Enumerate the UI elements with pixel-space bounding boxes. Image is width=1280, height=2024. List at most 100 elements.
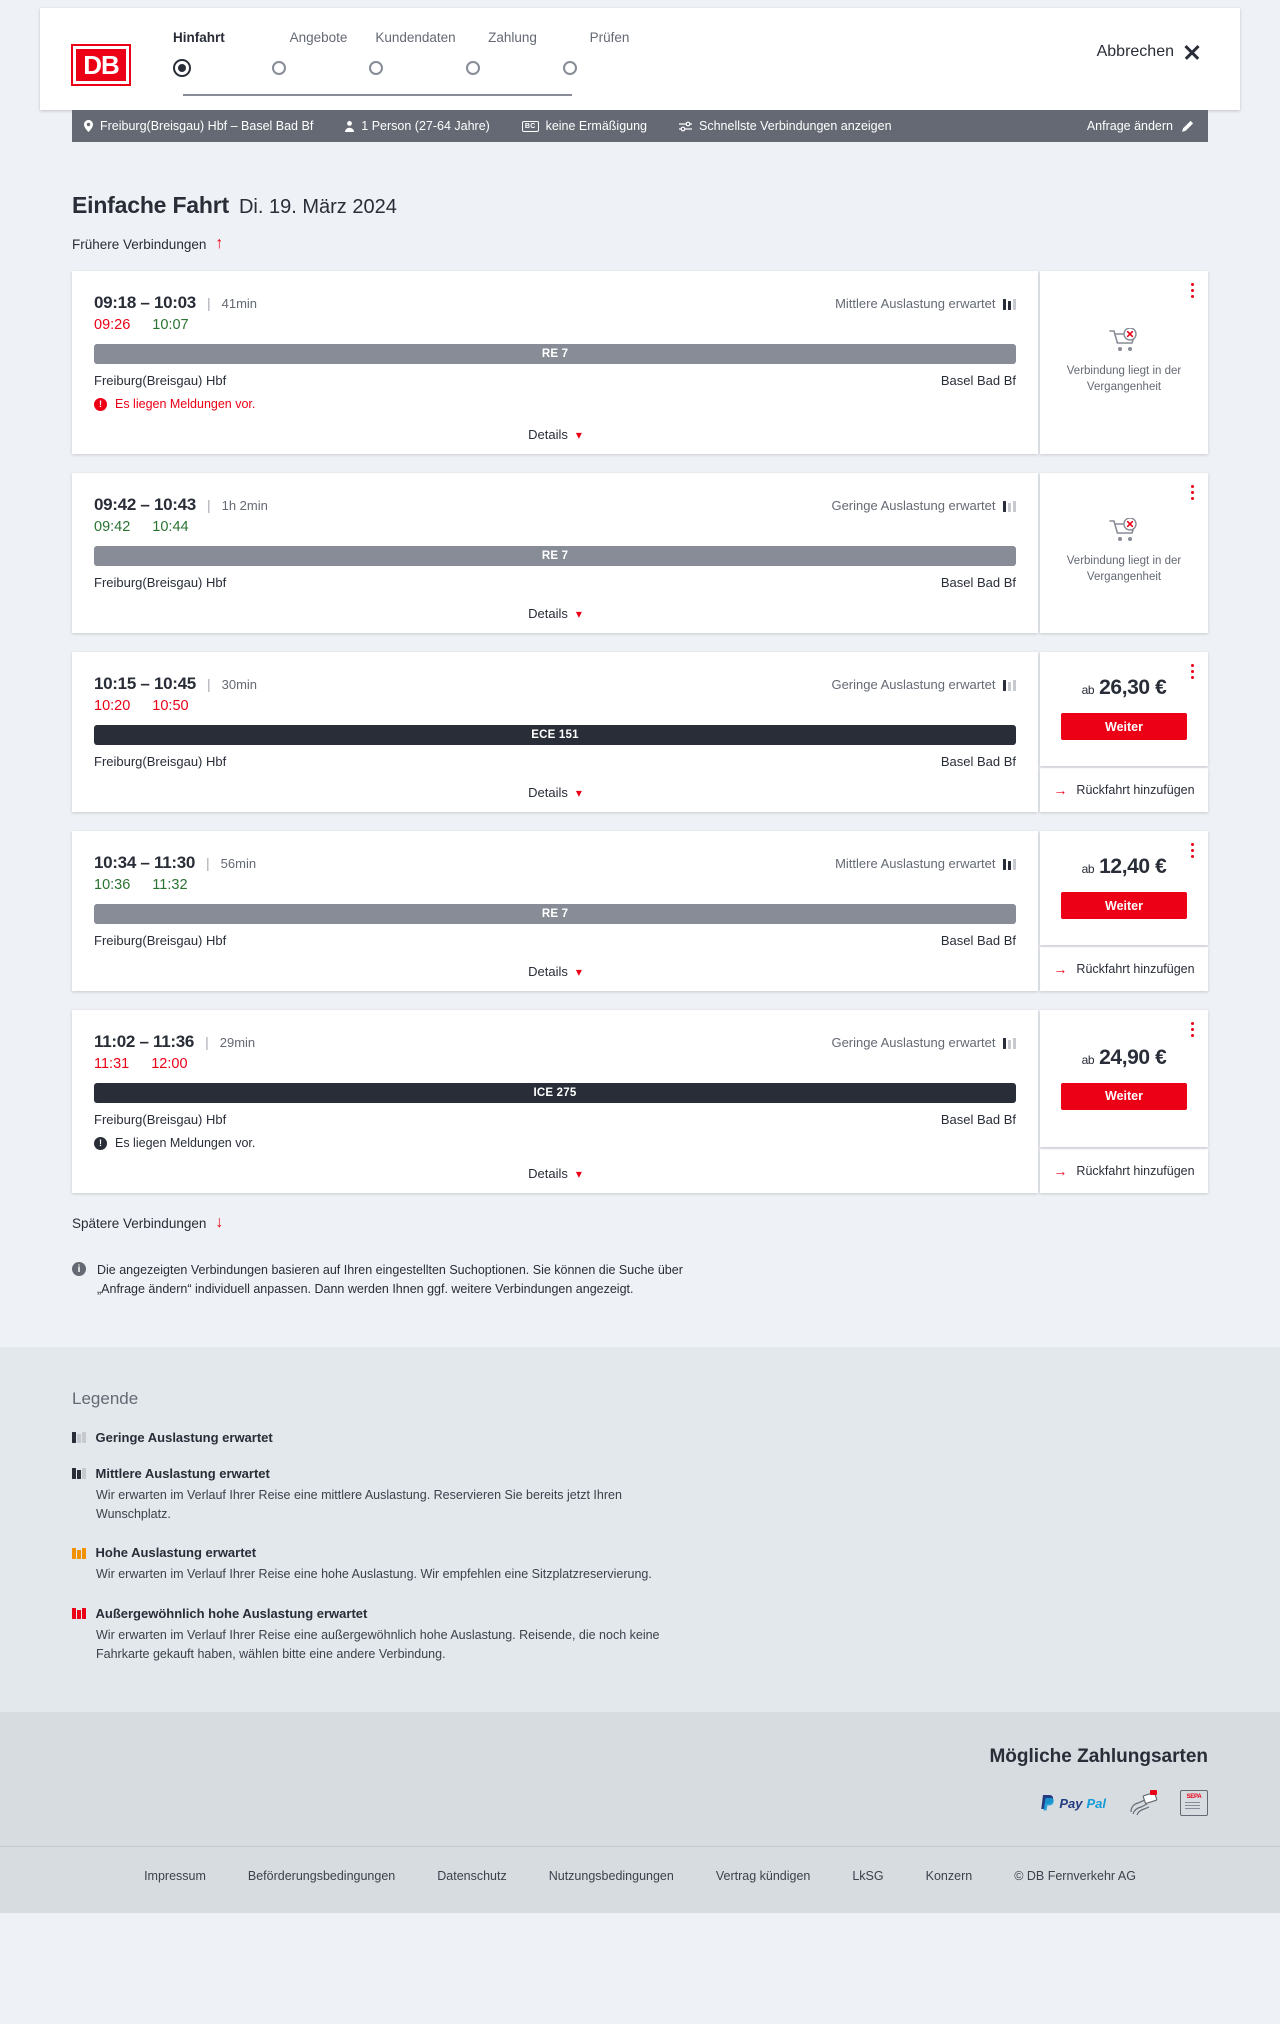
earlier-connections-button[interactable]: Frühere Verbindungen ↑ — [72, 236, 223, 252]
page-title-row: Einfache Fahrt Di. 19. März 2024 — [72, 142, 1208, 219]
details-toggle[interactable]: Details ▾ — [94, 1150, 1016, 1193]
past-connection-label: Verbindung liegt in der Vergangenheit — [1066, 364, 1182, 393]
price-panel: ab 24,90 € Weiter — [1040, 1010, 1208, 1147]
footer-link[interactable]: Vertrag kündigen — [715, 1869, 811, 1884]
time-divider: | — [206, 497, 211, 513]
stepper-dot-3[interactable] — [369, 61, 383, 75]
connection-details: 09:42 – 10:43 | 1h 2min Geringe Auslastung … — [72, 473, 1038, 633]
train-line-bar[interactable]: ICE 275 — [94, 1083, 1016, 1103]
actual-departure-time: 11:31 — [94, 1056, 130, 1072]
departure-station: Freiburg(Breisgau) Hbf — [94, 1112, 227, 1127]
station-row: Freiburg(Breisgau) Hbf Basel Bad Bf — [94, 575, 1016, 590]
more-options-button[interactable] — [1191, 485, 1194, 500]
legend-item-label: Mittlere Auslastung erwartet — [95, 1465, 270, 1481]
stepper-dot-4[interactable] — [466, 61, 480, 75]
search-sorting-label: Schnellste Verbindungen anzeigen — [699, 119, 892, 133]
step-pruefen[interactable]: Prüfen — [589, 30, 630, 45]
station-row: Freiburg(Breisgau) Hbf Basel Bad Bf — [94, 933, 1016, 948]
train-line-bar[interactable]: RE 7 — [94, 344, 1016, 364]
later-connections-button[interactable]: Spätere Verbindungen ↓ — [72, 1215, 223, 1231]
occupancy-icon — [1002, 679, 1016, 691]
add-return-trip-button[interactable]: → Rückfahrt hinzufügen — [1040, 947, 1208, 991]
more-options-button[interactable] — [1191, 843, 1194, 858]
search-discount[interactable]: BC keine Ermäßigung — [521, 119, 647, 133]
earlier-connections-label: Frühere Verbindungen — [72, 236, 207, 252]
occupancy-icon — [72, 1431, 86, 1443]
connection-details: 10:34 – 11:30 | 56min Mittlere Auslastung e… — [72, 831, 1038, 991]
creditcard-hand-icon — [1130, 1790, 1158, 1816]
price-value: 24,90 € — [1099, 1045, 1167, 1069]
departure-station: Freiburg(Breisgau) Hbf — [94, 933, 227, 948]
scheduled-time: 09:18 – 10:03 — [94, 293, 196, 312]
scheduled-time: 10:34 – 11:30 — [94, 853, 196, 872]
details-label: Details — [528, 964, 568, 979]
occupancy-label: Geringe Auslastung erwartet — [831, 677, 996, 692]
legend-item-head: Hohe Auslastung erwartet — [72, 1545, 1208, 1560]
footer-link[interactable]: Beförderungsbedingungen — [247, 1869, 396, 1884]
connection-details: 11:02 – 11:36 | 29min Geringe Auslastung er… — [72, 1010, 1038, 1193]
price-panel: ab 26,30 € Weiter — [1040, 652, 1208, 766]
train-line-label: ICE 275 — [533, 1087, 577, 1099]
step-hinfahrt[interactable]: Hinfahrt — [173, 30, 225, 45]
time-divider: | — [205, 1034, 209, 1050]
modify-search-button[interactable]: Anfrage ändern — [1087, 119, 1194, 133]
search-passengers[interactable]: 1 Person (27-64 Jahre) — [345, 119, 490, 133]
price-panel: ab 12,40 € Weiter — [1040, 831, 1208, 945]
search-route-label: Freiburg(Breisgau) Hbf – Basel Bad Bf — [100, 119, 314, 133]
paypal-icon: Pay Pal — [1040, 1794, 1106, 1812]
footer-link[interactable]: Nutzungsbedingungen — [548, 1869, 674, 1884]
more-options-button[interactable] — [1191, 664, 1194, 679]
details-toggle[interactable]: Details ▾ — [94, 411, 1016, 454]
search-route[interactable]: Freiburg(Breisgau) Hbf – Basel Bad Bf — [84, 119, 313, 133]
sepa-label: SEPA — [1186, 1794, 1202, 1801]
cancel-button[interactable]: Abbrechen — [1097, 43, 1200, 61]
search-sorting[interactable]: Schnellste Verbindungen anzeigen — [679, 119, 892, 133]
connection-card: 10:34 – 11:30 | 56min Mittlere Auslastung e… — [72, 831, 1208, 991]
location-pin-icon — [84, 120, 93, 132]
legend-item: Mittlere Auslastung erwartet Wir erwarten… — [72, 1466, 1208, 1525]
continue-button[interactable]: Weiter — [1061, 713, 1187, 740]
details-toggle[interactable]: Details ▾ — [94, 590, 1016, 633]
connection-message: ! Es liegen Meldungen vor. — [94, 397, 1016, 411]
arrival-station: Basel Bad Bf — [940, 754, 1016, 769]
chevron-down-icon: ▾ — [575, 964, 582, 979]
stepper-dot-1[interactable] — [173, 59, 191, 77]
footer-link[interactable]: Konzern — [925, 1869, 973, 1884]
footer-link[interactable]: Datenschutz — [437, 1869, 507, 1884]
paypal-text-pal: Pal — [1086, 1795, 1106, 1811]
footer-link[interactable]: Impressum — [144, 1869, 206, 1884]
train-line-bar[interactable]: RE 7 — [94, 904, 1016, 924]
scheduled-time: 11:02 – 11:36 — [94, 1032, 195, 1051]
continue-button[interactable]: Weiter — [1061, 892, 1187, 919]
connection-price: ab 24,90 € — [1082, 1046, 1167, 1070]
legend-item-description: Wir erwarten im Verlauf Ihrer Reise eine… — [96, 1627, 660, 1661]
departure-station: Freiburg(Breisgau) Hbf — [94, 575, 227, 590]
step-angebote[interactable]: Angebote — [289, 30, 348, 45]
arrival-station: Basel Bad Bf — [940, 933, 1016, 948]
occupancy-label: Geringe Auslastung erwartet — [831, 1035, 996, 1050]
past-connection-panel: Verbindung liegt in der Vergangenheit — [1040, 271, 1208, 454]
legend-item-head: Mittlere Auslastung erwartet — [72, 1466, 1208, 1481]
stepper-dot-5[interactable] — [563, 61, 577, 75]
connection-time-row: 11:02 – 11:36 | 29min Geringe Auslastung er… — [94, 1032, 1016, 1052]
train-line-bar[interactable]: ECE 151 — [94, 725, 1016, 745]
details-toggle[interactable]: Details ▾ — [94, 948, 1016, 991]
add-return-trip-button[interactable]: → Rückfahrt hinzufügen — [1040, 1149, 1208, 1193]
more-options-button[interactable] — [1191, 283, 1194, 298]
step-zahlung[interactable]: Zahlung — [488, 30, 537, 45]
occupancy-label: Geringe Auslastung erwartet — [831, 498, 996, 513]
info-icon: i — [72, 1262, 86, 1276]
legend-item-label: Geringe Auslastung erwartet — [95, 1429, 273, 1445]
details-toggle[interactable]: Details ▾ — [94, 769, 1016, 812]
continue-button[interactable]: Weiter — [1061, 1082, 1187, 1110]
stepper-dot-2[interactable] — [272, 61, 286, 75]
step-kundendaten[interactable]: Kundendaten — [375, 30, 456, 45]
train-line-bar[interactable]: RE 7 — [94, 546, 1016, 566]
more-options-button[interactable] — [1191, 1022, 1194, 1037]
footer-link[interactable]: LkSG — [852, 1869, 884, 1884]
footer-copyright: © DB Fernverkehr AG — [1014, 1869, 1136, 1884]
station-row: Freiburg(Breisgau) Hbf Basel Bad Bf — [94, 1112, 1016, 1127]
connection-message-text: Es liegen Meldungen vor. — [115, 397, 256, 411]
add-return-trip-button[interactable]: → Rückfahrt hinzufügen — [1040, 768, 1208, 812]
paypal-logo-mark — [1041, 1794, 1055, 1811]
